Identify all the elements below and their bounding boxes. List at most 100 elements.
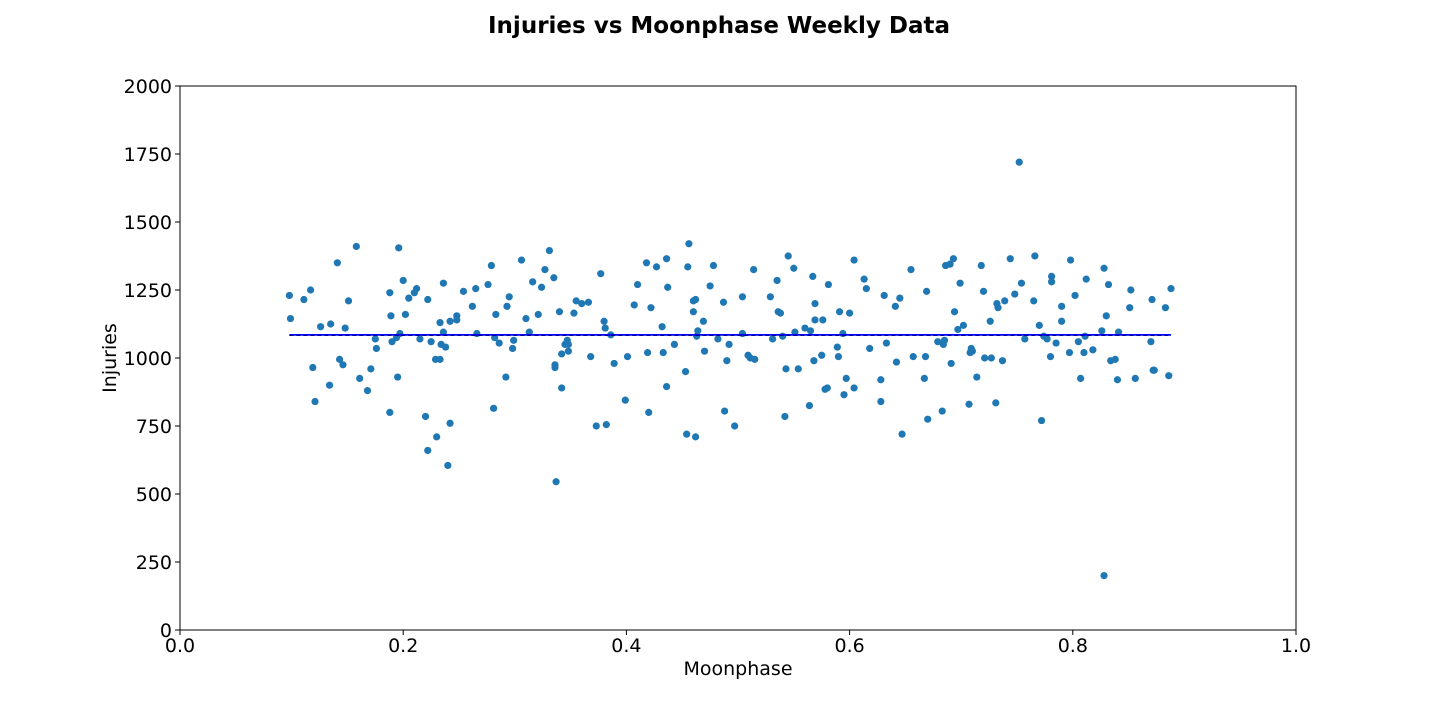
data-point (938, 407, 946, 415)
data-point (1081, 332, 1089, 340)
data-point (1021, 335, 1029, 343)
data-point (959, 321, 968, 329)
data-point (551, 363, 559, 372)
data-point (1035, 321, 1043, 329)
data-point (286, 314, 295, 323)
data-point (719, 298, 728, 306)
data-point (811, 300, 819, 308)
y-tick-label: 500 (136, 484, 172, 506)
data-point (1001, 297, 1009, 305)
data-point (954, 325, 962, 334)
data-point (994, 304, 1002, 312)
data-point (850, 256, 858, 264)
data-point (689, 308, 697, 316)
data-point (1167, 285, 1175, 293)
y-tick-label: 1000 (124, 348, 172, 370)
data-point (623, 353, 632, 361)
data-point (784, 252, 792, 260)
data-point (658, 323, 666, 331)
data-point (811, 316, 819, 324)
data-point (794, 365, 802, 373)
data-point (508, 344, 517, 353)
data-point (401, 310, 410, 319)
data-point (877, 376, 885, 384)
data-point (738, 329, 747, 338)
data-point (645, 408, 653, 416)
data-point (387, 312, 395, 320)
data-point (782, 365, 790, 373)
y-tick-label: 1500 (124, 212, 172, 234)
data-point (446, 317, 454, 325)
data-point (700, 347, 709, 355)
y-tick-label: 0 (160, 620, 172, 642)
data-point (1052, 339, 1060, 347)
data-point (833, 343, 841, 351)
data-point (809, 272, 817, 280)
data-point (738, 293, 747, 301)
data-point (1126, 304, 1134, 312)
data-point (1100, 572, 1108, 580)
data-point (731, 422, 739, 430)
data-point (987, 354, 995, 362)
data-point (1147, 338, 1155, 346)
data-point (986, 317, 994, 325)
data-point (529, 278, 537, 286)
chart-title: Injuries vs Moonphase Weekly Data (488, 13, 950, 39)
data-point (850, 384, 858, 392)
data-point (1127, 286, 1135, 294)
data-point (552, 478, 560, 486)
data-point (525, 328, 533, 336)
data-point (965, 400, 973, 408)
data-point (1089, 346, 1097, 354)
data-point (630, 301, 638, 309)
y-tick-label: 750 (136, 416, 172, 438)
data-point (317, 323, 325, 331)
data-point (311, 397, 319, 406)
data-point (545, 246, 554, 255)
data-point (1048, 272, 1056, 280)
data-point (681, 368, 690, 376)
data-point (882, 339, 891, 347)
data-point (416, 335, 424, 343)
data-point (541, 266, 549, 274)
data-point (834, 353, 843, 361)
data-point (691, 295, 700, 304)
data-point (947, 359, 955, 368)
data-point (550, 274, 558, 282)
data-point (1058, 302, 1066, 310)
data-point (892, 358, 901, 366)
data-point (898, 430, 906, 438)
data-point (791, 328, 799, 336)
data-point (492, 310, 500, 319)
data-point (371, 335, 379, 343)
data-point (776, 309, 785, 317)
data-point (949, 255, 957, 263)
data-point (386, 408, 394, 416)
data-point (325, 381, 334, 389)
data-point (1111, 355, 1119, 363)
data-point (723, 357, 731, 365)
data-point (1017, 279, 1026, 287)
y-tick-label: 2000 (124, 76, 172, 98)
data-point (968, 347, 976, 355)
y-tick-label: 1750 (124, 144, 172, 166)
data-point (386, 289, 394, 297)
data-point (1043, 335, 1051, 343)
data-point (766, 293, 774, 301)
data-point (1077, 374, 1085, 382)
plot-frame (179, 85, 1297, 631)
data-point (981, 354, 989, 362)
data-point (602, 421, 610, 429)
x-tick-label: 0.4 (611, 635, 641, 657)
data-point (564, 340, 572, 348)
data-point (558, 384, 566, 392)
data-point (684, 263, 692, 271)
data-point (891, 302, 899, 310)
data-point (572, 297, 580, 305)
data-point (1080, 348, 1088, 357)
data-point (662, 382, 671, 391)
data-point (940, 336, 949, 344)
data-point (923, 287, 931, 295)
data-point (1071, 291, 1079, 300)
data-point (394, 373, 402, 381)
